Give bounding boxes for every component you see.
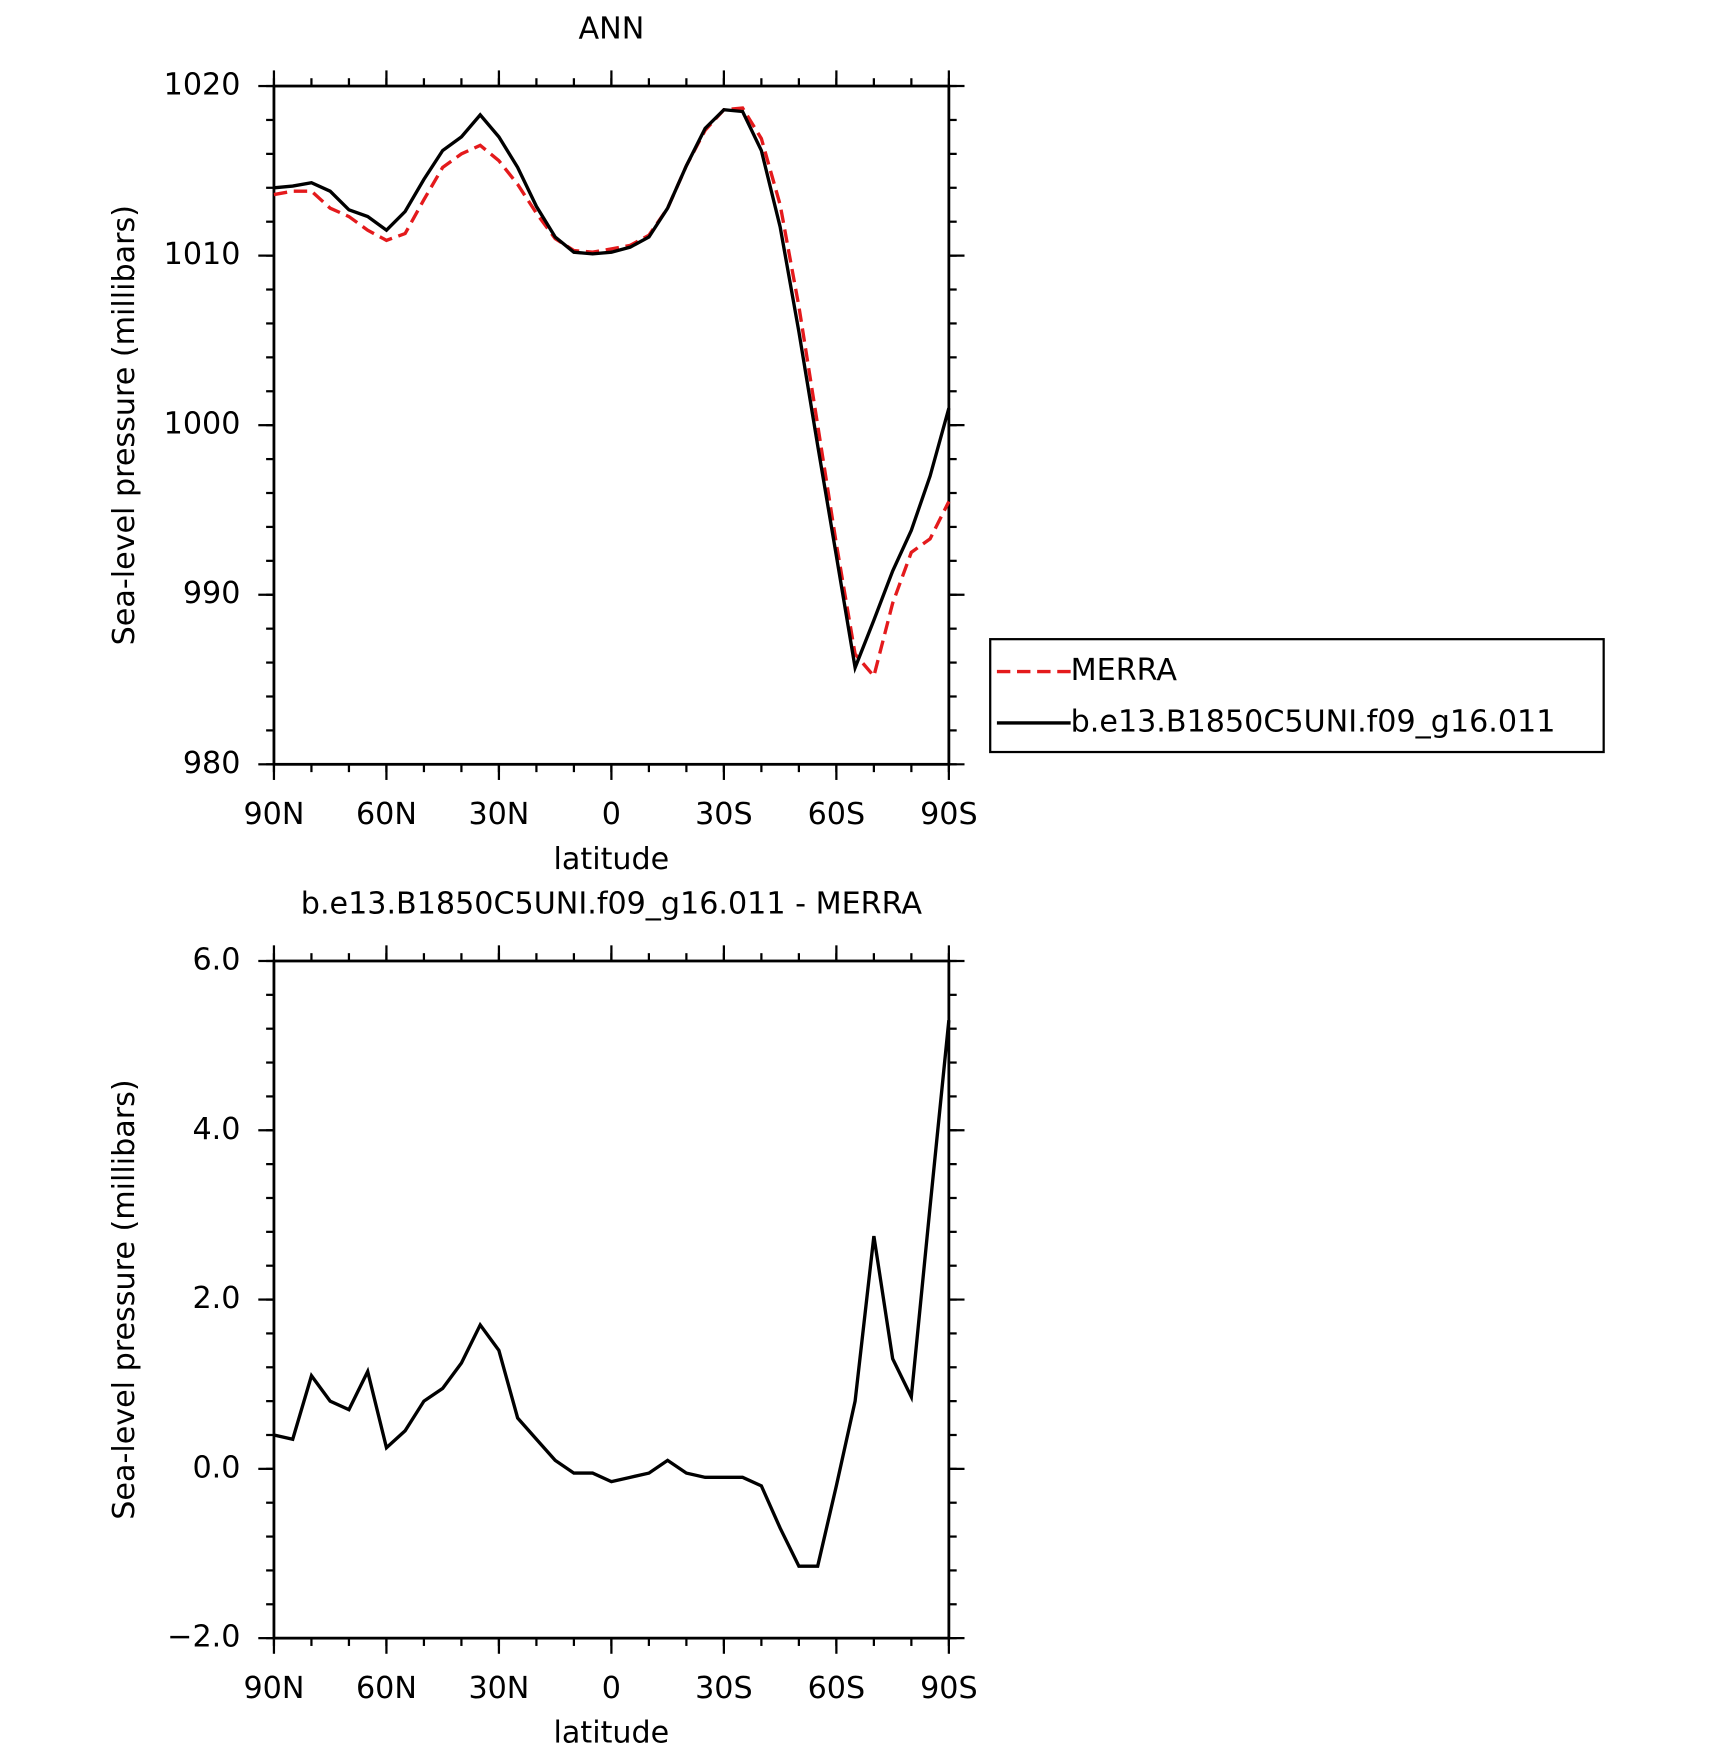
legend-box bbox=[989, 638, 1605, 754]
x-axis-label: latitude bbox=[554, 842, 670, 877]
x-tick-label: 0 bbox=[602, 797, 621, 832]
x-tick-label: 0 bbox=[602, 1671, 621, 1706]
y-tick-label: 1010 bbox=[164, 237, 241, 272]
line bbox=[273, 106, 951, 680]
y-tick-label: 990 bbox=[183, 576, 241, 611]
y-axis-label: Sea-level pressure (millibars) bbox=[107, 205, 142, 645]
y-tick-label: 1020 bbox=[164, 68, 241, 103]
x-tick-label: 90N bbox=[243, 1671, 304, 1706]
y-tick-label: 4.0 bbox=[192, 1112, 240, 1147]
plot-frame bbox=[272, 84, 951, 766]
x-tick-label: 60S bbox=[808, 797, 866, 832]
y-tick-label: −2.0 bbox=[167, 1620, 240, 1655]
x-tick-label: 60N bbox=[356, 1671, 417, 1706]
x-tick-label: 60N bbox=[356, 797, 417, 832]
y-axis-label: Sea-level pressure (millibars) bbox=[107, 1079, 142, 1519]
legend-label: MERRA bbox=[1071, 653, 1178, 688]
y-tick-label: 0.0 bbox=[192, 1450, 240, 1485]
x-tick-label: 90S bbox=[920, 797, 978, 832]
plot-frame bbox=[272, 959, 951, 1640]
x-tick-label: 90S bbox=[920, 1671, 978, 1706]
x-tick-label: 30N bbox=[468, 797, 529, 832]
y-tick-label: 6.0 bbox=[192, 942, 240, 977]
x-tick-label: 60S bbox=[808, 1671, 866, 1706]
x-tick-label: 30N bbox=[468, 1671, 529, 1706]
y-tick-label: 1000 bbox=[164, 407, 241, 442]
line bbox=[273, 1020, 951, 1568]
x-tick-label: 90N bbox=[243, 797, 304, 832]
chart-title: b.e13.B1850C5UNI.f09_g16.011 - MERRA bbox=[301, 887, 923, 922]
chart-title: ANN bbox=[579, 12, 645, 47]
legend-label: b.e13.B1850C5UNI.f09_g16.011 bbox=[1071, 704, 1556, 739]
y-tick-label: 2.0 bbox=[192, 1281, 240, 1316]
line bbox=[273, 107, 951, 674]
x-tick-label: 30S bbox=[695, 797, 753, 832]
x-axis-label: latitude bbox=[554, 1716, 670, 1751]
x-tick-label: 30S bbox=[695, 1671, 753, 1706]
y-tick-label: 980 bbox=[183, 746, 241, 781]
